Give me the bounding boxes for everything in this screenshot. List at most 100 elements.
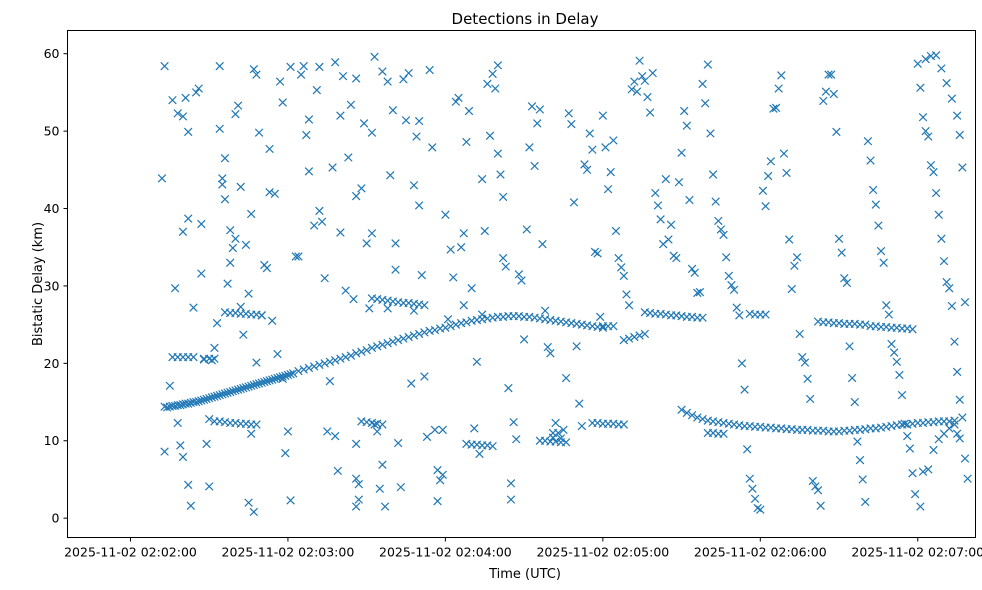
detection-point bbox=[821, 87, 831, 96]
detection-point bbox=[522, 225, 531, 234]
y-tick-label: 20 bbox=[44, 356, 60, 371]
detection-point bbox=[824, 70, 833, 79]
detection-point bbox=[241, 383, 251, 392]
detection-point bbox=[357, 347, 366, 356]
detection-point bbox=[501, 262, 510, 271]
detection-point bbox=[409, 331, 419, 340]
detection-point bbox=[344, 153, 353, 162]
detection-point bbox=[231, 109, 240, 119]
detection-point bbox=[299, 61, 308, 71]
detection-point bbox=[351, 502, 361, 511]
y-tick-label: 10 bbox=[44, 433, 60, 448]
detection-point bbox=[593, 249, 602, 258]
detection-point bbox=[498, 192, 508, 202]
detection-point bbox=[286, 369, 295, 379]
detection-point bbox=[530, 161, 539, 171]
detection-point bbox=[357, 184, 366, 193]
detection-point bbox=[813, 486, 823, 495]
detection-point bbox=[708, 170, 718, 179]
detection-point bbox=[653, 201, 663, 210]
detection-point bbox=[341, 286, 350, 295]
detection-point bbox=[267, 375, 277, 384]
detection-point bbox=[349, 294, 358, 304]
detection-point bbox=[771, 103, 781, 113]
detection-point bbox=[748, 484, 757, 493]
detection-point bbox=[218, 180, 227, 189]
detection-point bbox=[955, 395, 964, 404]
detection-point bbox=[477, 174, 487, 184]
detection-point bbox=[428, 143, 437, 152]
detection-point bbox=[378, 340, 387, 349]
detection-point bbox=[265, 188, 274, 197]
detection-point bbox=[294, 366, 303, 376]
detection-point bbox=[393, 335, 403, 345]
detection-point bbox=[672, 253, 681, 263]
chart-title: Detections in Delay bbox=[452, 10, 599, 28]
detection-point bbox=[404, 332, 413, 342]
x-tick-label: 2025-11-02 02:03:00 bbox=[222, 545, 355, 560]
detection-point bbox=[609, 136, 618, 145]
y-tick-label: 0 bbox=[52, 511, 60, 526]
detection-point bbox=[960, 297, 970, 307]
detection-point bbox=[861, 497, 870, 507]
detection-point bbox=[160, 447, 169, 456]
detection-point bbox=[252, 358, 261, 367]
detection-point bbox=[960, 454, 970, 463]
detection-point bbox=[378, 420, 387, 429]
detection-point bbox=[399, 75, 408, 84]
detection-point bbox=[616, 263, 626, 272]
detection-point bbox=[176, 441, 185, 450]
detection-point bbox=[514, 270, 524, 279]
detection-point bbox=[223, 279, 232, 288]
detection-point bbox=[362, 345, 371, 355]
detection-point bbox=[868, 185, 878, 195]
detection-point bbox=[189, 303, 198, 312]
detection-point bbox=[372, 427, 382, 436]
detection-point bbox=[438, 425, 447, 435]
detection-point bbox=[945, 284, 954, 293]
detection-point bbox=[527, 102, 537, 111]
detection-point bbox=[842, 278, 852, 288]
detection-point bbox=[488, 441, 497, 451]
detection-point bbox=[420, 328, 429, 337]
detection-point bbox=[908, 325, 917, 334]
detection-point bbox=[354, 479, 364, 489]
detection-point bbox=[908, 469, 917, 478]
detection-point bbox=[183, 214, 193, 223]
detection-point bbox=[325, 376, 335, 386]
detection-point bbox=[921, 126, 930, 136]
detection-point bbox=[236, 182, 245, 192]
detection-point bbox=[220, 195, 230, 204]
detection-point bbox=[504, 383, 513, 393]
detection-point bbox=[572, 342, 581, 351]
detection-point bbox=[853, 437, 862, 446]
detection-point bbox=[808, 476, 818, 486]
detection-point bbox=[244, 498, 253, 507]
detection-point bbox=[732, 303, 741, 312]
detection-point bbox=[162, 403, 172, 412]
detection-point bbox=[661, 174, 671, 184]
plot-frame bbox=[67, 30, 976, 538]
detection-point bbox=[535, 105, 545, 114]
detection-point bbox=[769, 104, 778, 113]
detection-point bbox=[889, 348, 899, 357]
detection-point bbox=[464, 106, 474, 116]
detection-point bbox=[312, 85, 322, 95]
detection-point bbox=[882, 301, 891, 310]
detection-point bbox=[228, 243, 238, 253]
detection-point bbox=[215, 390, 224, 400]
detection-point bbox=[517, 276, 526, 285]
detection-point bbox=[716, 225, 726, 234]
detection-point bbox=[569, 198, 579, 207]
detection-point bbox=[210, 392, 219, 401]
detection-point bbox=[328, 163, 337, 172]
detection-point bbox=[656, 215, 665, 224]
detection-point bbox=[477, 310, 487, 319]
detection-point bbox=[876, 246, 886, 256]
detection-point bbox=[648, 68, 657, 78]
detection-point bbox=[351, 474, 361, 483]
detection-point bbox=[779, 149, 789, 158]
detection-point bbox=[459, 229, 468, 238]
detection-point bbox=[367, 229, 377, 238]
detection-point bbox=[687, 410, 697, 420]
